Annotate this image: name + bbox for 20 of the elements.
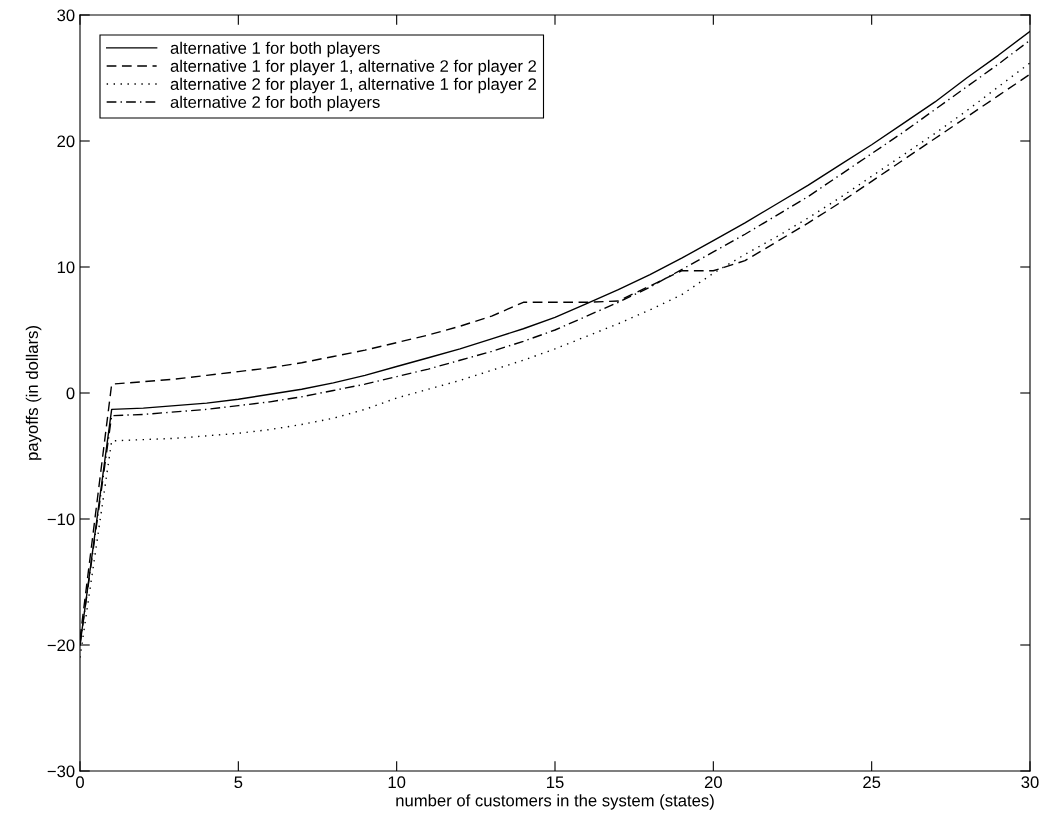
- x-tick-label: 10: [388, 776, 406, 789]
- x-axis-title: number of customers in the system (states): [396, 794, 714, 810]
- y-tick-label: 30: [57, 9, 75, 22]
- y-tick-label: 10: [57, 261, 75, 274]
- x-tick-label: 20: [704, 776, 722, 789]
- y-tick-label: 20: [57, 135, 75, 148]
- y-tick-label: −30: [47, 765, 75, 778]
- y-tick-label: −20: [47, 639, 75, 652]
- legend-label: alternative 1 for player 1, alternative 2 for player 2: [170, 59, 537, 76]
- x-tick-label: 0: [76, 776, 84, 789]
- legend-label: alternative 1 for both players: [170, 41, 380, 58]
- y-tick-label: −10: [47, 513, 75, 526]
- x-tick-label: 25: [863, 776, 881, 789]
- y-tick-label: 0: [66, 387, 75, 400]
- x-tick-label: 30: [1021, 776, 1039, 789]
- y-axis-title: payoffs (in dollars): [25, 326, 42, 460]
- x-tick-label: 5: [234, 776, 243, 789]
- x-tick-label: 15: [547, 776, 564, 789]
- legend-label: alternative 2 for both players: [170, 95, 380, 112]
- legend-label: alternative 2 for player 1, alternative 1 for player 2: [170, 77, 537, 94]
